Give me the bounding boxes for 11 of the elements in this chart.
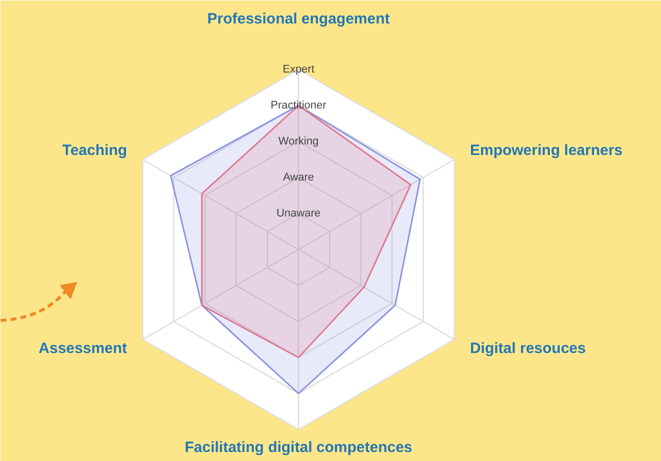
y-tick-label: Practitioner — [270, 100, 327, 112]
y-tick-label: Expert — [282, 64, 314, 76]
spoke-label: Empowering learners — [470, 142, 623, 159]
y-tick-label: Working — [278, 136, 319, 148]
spoke-label: Assessment — [38, 340, 128, 357]
spoke-label: Digital resouces — [470, 340, 586, 357]
spoke-label: Teaching — [62, 142, 128, 159]
y-tick-label: Unaware — [276, 208, 321, 220]
spoke-label: Facilitating digital competences — [184, 439, 412, 456]
y-tick-label: Aware — [283, 172, 314, 184]
spoke-label: Professional engagement — [207, 10, 390, 28]
